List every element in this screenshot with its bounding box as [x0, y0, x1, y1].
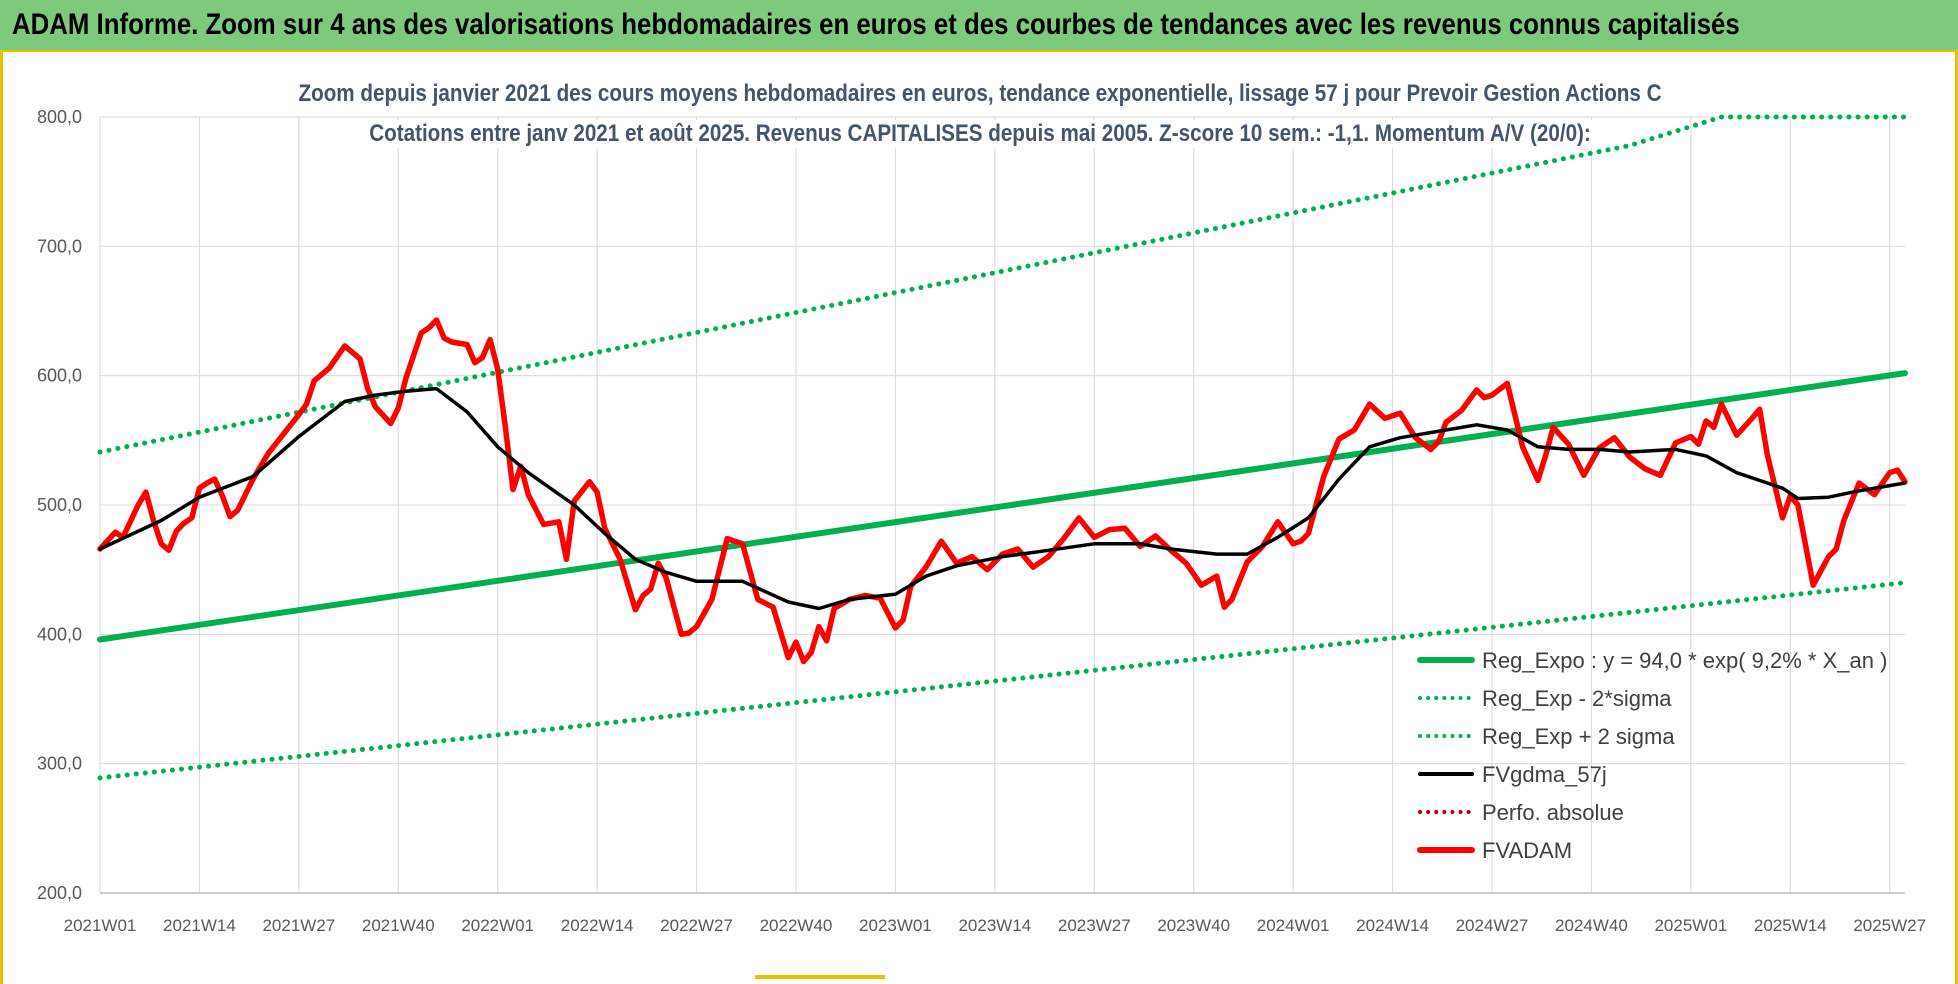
- x-tick-label: 2021W40: [362, 916, 435, 935]
- x-tick-label: 2025W14: [1754, 916, 1827, 935]
- series-reg-exp-minus-2sigma: [97, 580, 1908, 781]
- x-tick-label: 2021W27: [262, 916, 335, 935]
- x-tick-label: 2024W14: [1356, 916, 1429, 935]
- x-tick-label: 2022W14: [561, 916, 634, 935]
- legend-label: Perfo. absolue: [1482, 800, 1624, 825]
- chart-grid: [99, 116, 1905, 894]
- x-tick-label: 2022W40: [760, 916, 833, 935]
- y-tick-label: 600,0: [37, 366, 82, 386]
- x-tick-label: 2021W01: [64, 916, 137, 935]
- y-tick-label: 200,0: [37, 883, 82, 903]
- x-tick-label: 2023W01: [859, 916, 932, 935]
- series-fvadam: [97, 317, 1908, 665]
- bottom-accent: [755, 975, 885, 979]
- chart-frame: [0, 52, 1958, 984]
- chart-legend: Reg_Expo : y = 94,0 * exp( 9,2% * X_an )…: [1417, 648, 1887, 863]
- report-title: ADAM Informe. Zoom sur 4 ans des valoris…: [12, 8, 1740, 41]
- x-axis-ticks: 2021W01 2021W14 2021W27 2021W40 2022W01 2022W…: [64, 916, 1926, 935]
- y-tick-label: 300,0: [37, 754, 82, 774]
- x-tick-label: 2024W27: [1456, 916, 1529, 935]
- chart-series: [97, 114, 1908, 781]
- x-tick-label: 2022W27: [660, 916, 733, 935]
- y-tick-label: 500,0: [37, 495, 82, 515]
- y-tick-label: 400,0: [37, 624, 82, 644]
- x-tick-label: 2024W01: [1257, 916, 1330, 935]
- report-banner: ADAM Informe. Zoom sur 4 ans des valoris…: [0, 0, 1958, 52]
- x-tick-label: 2025W27: [1853, 916, 1926, 935]
- legend-label: Reg_Exp - 2*sigma: [1482, 686, 1672, 711]
- y-tick-label: 800,0: [37, 107, 82, 127]
- legend-label: FVgdma_57j: [1482, 762, 1607, 787]
- x-tick-label: 2021W14: [163, 916, 236, 935]
- series-reg-expo: [97, 370, 1908, 643]
- x-tick-label: 2023W14: [958, 916, 1031, 935]
- x-tick-label: 2024W40: [1555, 916, 1628, 935]
- series-fvgdma-57j: [98, 386, 1907, 611]
- x-tick-label: 2023W40: [1157, 916, 1230, 935]
- y-tick-label: 700,0: [37, 236, 82, 256]
- legend-label: FVADAM: [1482, 838, 1572, 863]
- x-tick-label: 2025W01: [1654, 916, 1727, 935]
- x-tick-label: 2022W01: [461, 916, 534, 935]
- chart-title-line2: Cotations entre janv 2021 et août 2025. …: [365, 120, 1595, 148]
- series-reg-exp-plus-2sigma: [97, 114, 1908, 455]
- legend-label: Reg_Expo : y = 94,0 * exp( 9,2% * X_an ): [1482, 648, 1887, 673]
- legend-label: Reg_Exp + 2 sigma: [1482, 724, 1675, 749]
- x-tick-label: 2023W27: [1058, 916, 1131, 935]
- y-axis-ticks: 200,0 300,0 400,0 500,0 600,0 700,0 800,0: [37, 107, 82, 903]
- chart-title-line1: Zoom depuis janvier 2021 des cours moyen…: [295, 80, 1665, 108]
